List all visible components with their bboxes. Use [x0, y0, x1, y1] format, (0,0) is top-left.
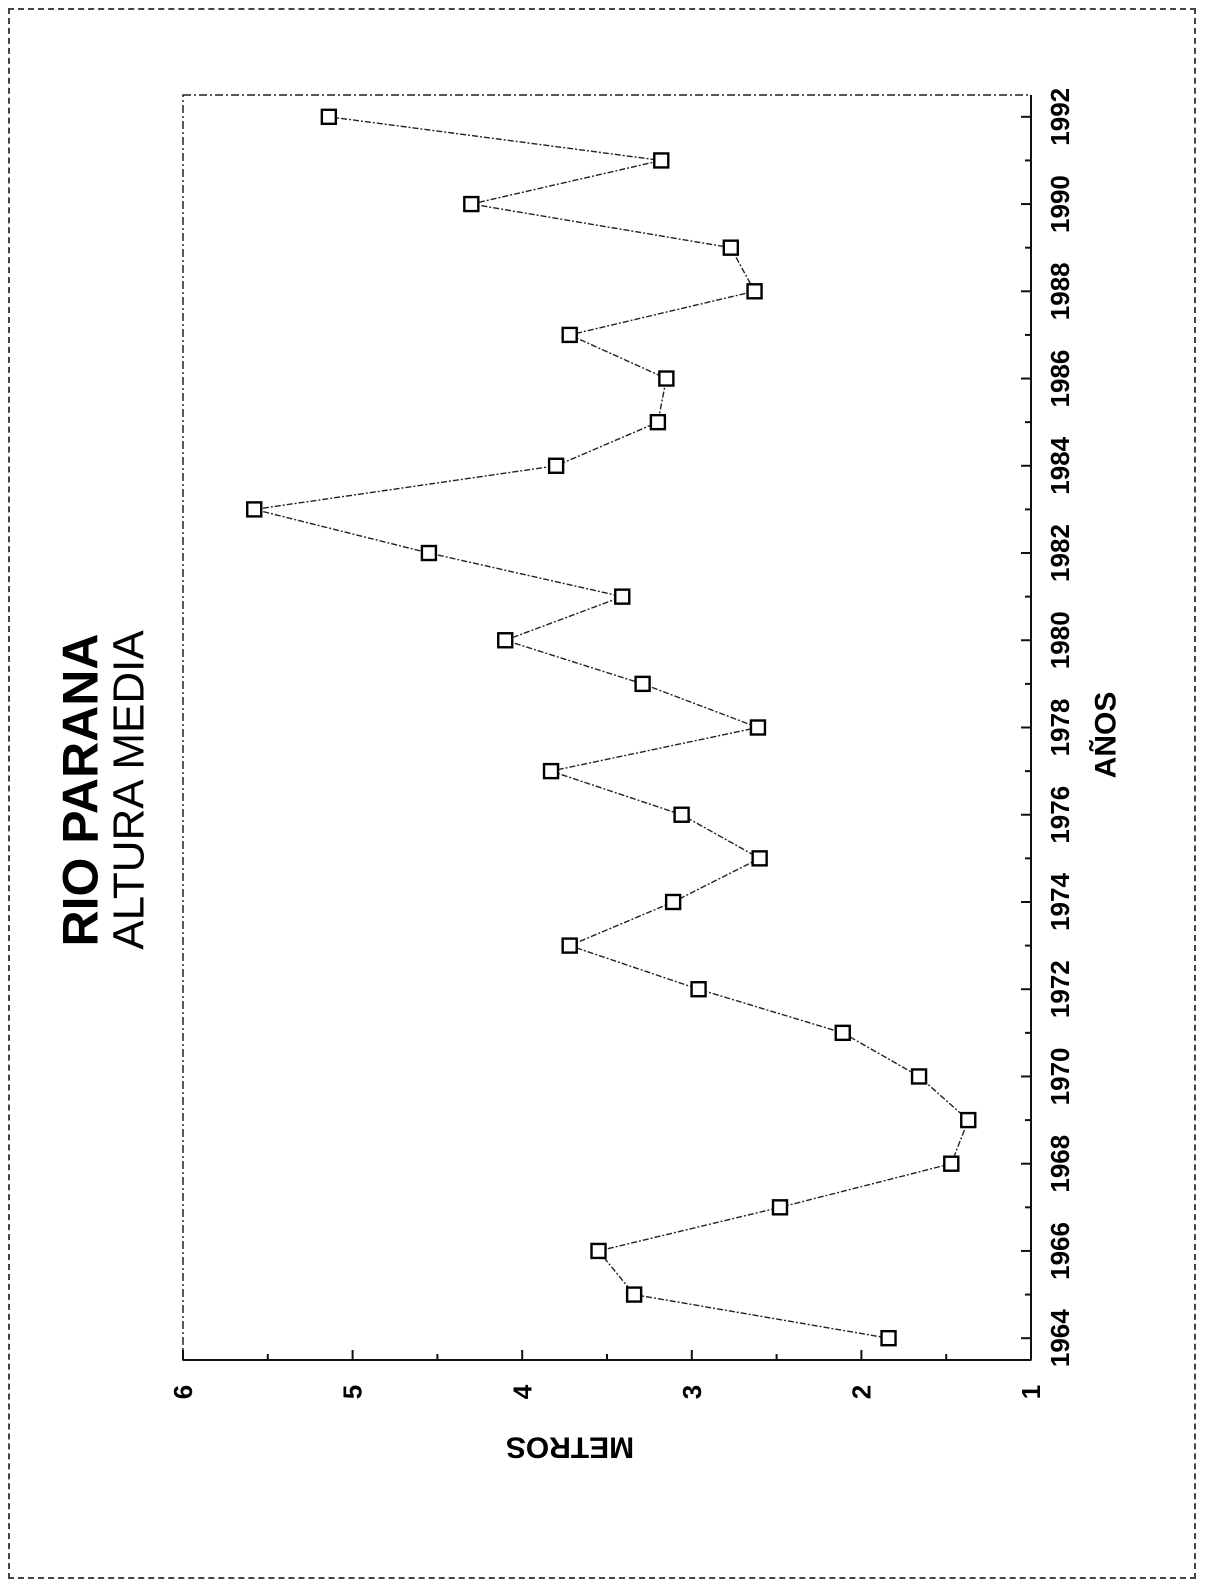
x-tick-label: 1986	[1045, 350, 1075, 408]
data-point-marker	[246, 501, 263, 518]
plot-frame	[182, 94, 1032, 1361]
data-point-marker	[834, 1024, 851, 1042]
data-point-marker	[658, 370, 675, 387]
data-point-marker	[463, 195, 480, 213]
data-point-marker	[561, 937, 578, 954]
tick-labels: 1 2 3 4 5 6 1964 1966 1968 1970 1972 1974 1976 1978 19…	[168, 88, 1075, 1399]
data-point-marker	[653, 152, 670, 169]
ticks	[182, 115, 1032, 1360]
y-axis-title: METROS	[506, 1431, 634, 1464]
y-tick-label: 6	[168, 1385, 198, 1399]
x-tick-label: 1984	[1045, 436, 1075, 494]
data-point-marker	[561, 326, 578, 344]
x-tick-label: 1988	[1045, 262, 1075, 320]
x-tick-label: 1966	[1045, 1222, 1075, 1280]
x-tick-label: 1978	[1045, 699, 1075, 757]
x-tick-label: 1968	[1045, 1135, 1075, 1193]
x-tick-label: 1982	[1045, 524, 1075, 582]
x-axis-title: AÑOS	[1089, 692, 1123, 779]
data-point-marker	[547, 457, 565, 474]
series-line	[254, 116, 970, 1339]
chart-subtitle: ALTURA MEDIA	[104, 630, 153, 950]
data-point-marker	[722, 239, 740, 256]
x-tick-label: 1976	[1045, 786, 1075, 844]
data-point-marker	[749, 719, 767, 736]
data-point-marker	[497, 632, 514, 649]
data-point-marker	[746, 283, 763, 300]
data-point-marker	[320, 108, 338, 126]
data-point-marker	[690, 981, 707, 998]
chart-title: RIO PARANA	[53, 634, 109, 947]
data-point-marker	[960, 1111, 977, 1129]
y-tick-label: 5	[338, 1385, 368, 1399]
series-1	[246, 108, 977, 1347]
data-point-marker	[420, 544, 438, 562]
x-tick-label: 1980	[1045, 611, 1075, 669]
data-point-marker	[943, 1155, 960, 1172]
y-tick-label: 2	[847, 1385, 877, 1399]
x-tick-label: 1970	[1045, 1048, 1075, 1106]
data-point-marker	[771, 1199, 789, 1216]
data-point-marker	[542, 762, 560, 780]
data-point-marker	[614, 588, 631, 605]
data-point-marker	[880, 1329, 897, 1347]
data-point-marker	[634, 675, 651, 693]
x-tick-label: 1990	[1045, 175, 1075, 233]
y-tick-label: 1	[1016, 1385, 1046, 1399]
x-tick-label: 1964	[1045, 1309, 1075, 1367]
page-border	[8, 8, 1196, 1579]
data-point-marker	[751, 850, 768, 867]
data-point-marker	[649, 413, 667, 431]
x-tick-label: 1992	[1045, 88, 1075, 146]
y-tick-label: 3	[677, 1385, 707, 1399]
data-point-marker	[673, 806, 690, 823]
y-tick-label: 4	[507, 1384, 537, 1399]
data-point-marker	[590, 1242, 607, 1260]
data-point-marker	[664, 893, 682, 911]
data-point-marker	[625, 1286, 643, 1303]
data-point-marker	[910, 1068, 928, 1085]
x-tick-label: 1972	[1045, 960, 1075, 1018]
x-tick-label: 1974	[1045, 873, 1075, 931]
